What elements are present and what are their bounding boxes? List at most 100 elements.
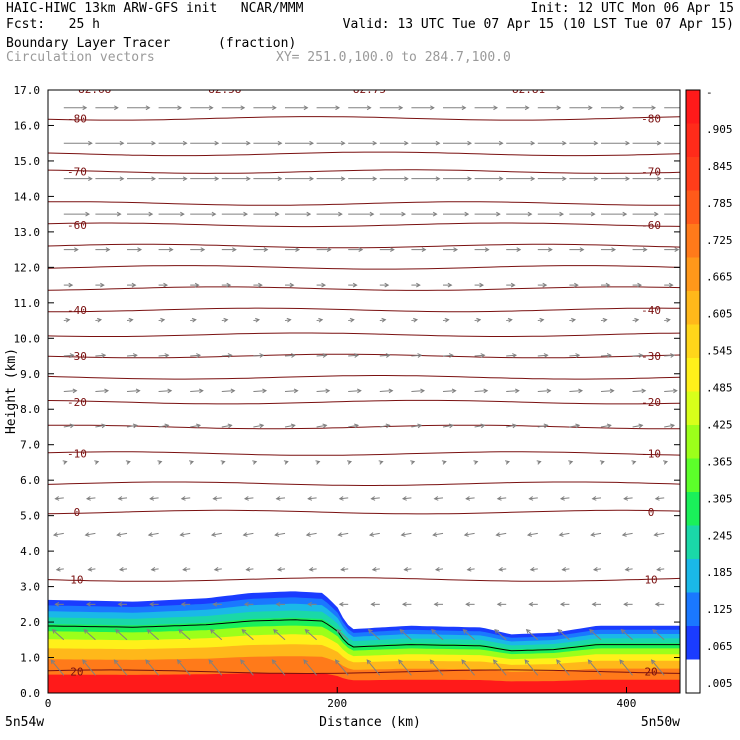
wind-vector <box>590 532 602 537</box>
wind-vector <box>240 659 254 676</box>
y-tick-label: 15.0 <box>14 155 41 168</box>
contour-label-1-1: -70 <box>641 166 661 179</box>
wind-vector <box>284 423 296 429</box>
wind-vector <box>253 105 277 111</box>
wind-vector <box>285 176 315 182</box>
wind-vector <box>443 140 473 146</box>
wind-vector <box>370 496 380 501</box>
wind-vector <box>536 460 542 465</box>
contour-line-0 <box>48 151 680 157</box>
temperature-contour-5 <box>48 399 680 405</box>
wind-vector <box>599 460 605 465</box>
wind-vector <box>158 140 188 146</box>
wind-vector <box>180 601 191 607</box>
wind-vector <box>474 211 501 217</box>
wind-vector <box>316 211 343 217</box>
wind-vector <box>116 532 128 537</box>
wind-vector <box>316 282 327 288</box>
wind-vector <box>569 105 593 111</box>
wind-vector <box>587 659 602 676</box>
colorbar-label: .545 <box>706 345 733 358</box>
top-contour-label-0: -82.68 <box>72 83 112 96</box>
wind-vector <box>95 353 107 358</box>
colorbar-label: .425 <box>706 418 733 431</box>
contour-label-0-1: -80 <box>641 112 661 125</box>
wind-vector <box>601 211 628 217</box>
colorbar-swatch <box>686 291 700 325</box>
wind-vector <box>559 601 570 607</box>
wind-vector <box>127 211 154 217</box>
wind-vector <box>506 282 516 288</box>
wind-vector <box>146 629 159 641</box>
wind-vector <box>601 176 631 182</box>
wind-vector <box>474 140 504 146</box>
wind-vector <box>653 532 665 537</box>
wind-vector <box>379 105 404 111</box>
wind-vector <box>221 211 249 217</box>
colorbar-label: .245 <box>706 529 733 542</box>
x-endpoint-right: 5n50w <box>641 715 680 730</box>
wind-vector <box>474 423 486 429</box>
wind-vector <box>433 496 444 501</box>
wind-vector <box>316 317 324 323</box>
wind-vector <box>432 532 444 537</box>
wind-vector <box>525 629 539 641</box>
wind-vector <box>506 317 513 323</box>
wind-vector <box>559 496 570 501</box>
colorbar-label: .785 <box>706 197 733 210</box>
wind-vector <box>158 423 170 429</box>
wind-vector <box>506 388 520 394</box>
wind-vector <box>307 601 317 607</box>
wind-vector <box>305 532 317 537</box>
wind-vector <box>537 176 567 182</box>
wind-vector <box>274 532 286 537</box>
wind-vector <box>411 176 441 182</box>
field-units: (fraction) <box>218 36 297 51</box>
wind-vector <box>190 247 206 252</box>
wind-vector <box>569 353 581 358</box>
wind-vector <box>601 247 617 252</box>
wind-vector <box>316 176 346 182</box>
y-tick-label: 3.0 <box>20 581 40 594</box>
colorbar: - .905 .845 .785 .725 .665 .605 .545 .485 .425 .36… <box>685 86 733 694</box>
wind-vector <box>284 353 296 358</box>
wind-vector <box>221 247 237 252</box>
wind-vector <box>504 460 511 465</box>
wind-vector <box>537 353 549 358</box>
wind-vector <box>664 107 680 109</box>
wind-vector <box>275 601 285 607</box>
wind-vector <box>492 659 507 676</box>
y-tick-label: 6.0 <box>20 474 40 487</box>
wind-vector <box>569 317 577 323</box>
wind-vector <box>348 423 360 429</box>
wind-vector <box>442 388 457 394</box>
wind-vector <box>63 388 78 394</box>
wind-vector <box>316 105 341 111</box>
wind-vector <box>600 423 612 429</box>
wind-vector <box>285 140 315 146</box>
y-tick-label: 0.0 <box>20 687 40 700</box>
wind-vector <box>158 176 188 182</box>
wind-vector <box>461 659 475 676</box>
wind-vector <box>528 601 538 607</box>
colorbar-label: .065 <box>706 640 733 653</box>
contour-label-8-0: 10 <box>70 573 83 586</box>
wind-vector <box>210 532 222 537</box>
wind-vector <box>285 282 295 288</box>
wind-vector <box>465 601 475 607</box>
wind-vector <box>158 247 174 252</box>
wind-vector <box>411 282 421 288</box>
colorbar-swatch <box>686 458 700 493</box>
wind-vector <box>591 601 601 607</box>
tracer-level-9 <box>48 672 680 693</box>
wind-vector <box>379 140 409 146</box>
wind-vector <box>316 140 346 146</box>
wind-vector <box>63 176 93 182</box>
wind-vector <box>63 140 93 146</box>
x-axis-title: Distance (km) <box>319 715 421 730</box>
tracer-fill <box>48 591 680 693</box>
wind-vector <box>337 532 349 537</box>
wind-vector <box>600 353 612 358</box>
colorbar-swatch <box>686 525 700 560</box>
